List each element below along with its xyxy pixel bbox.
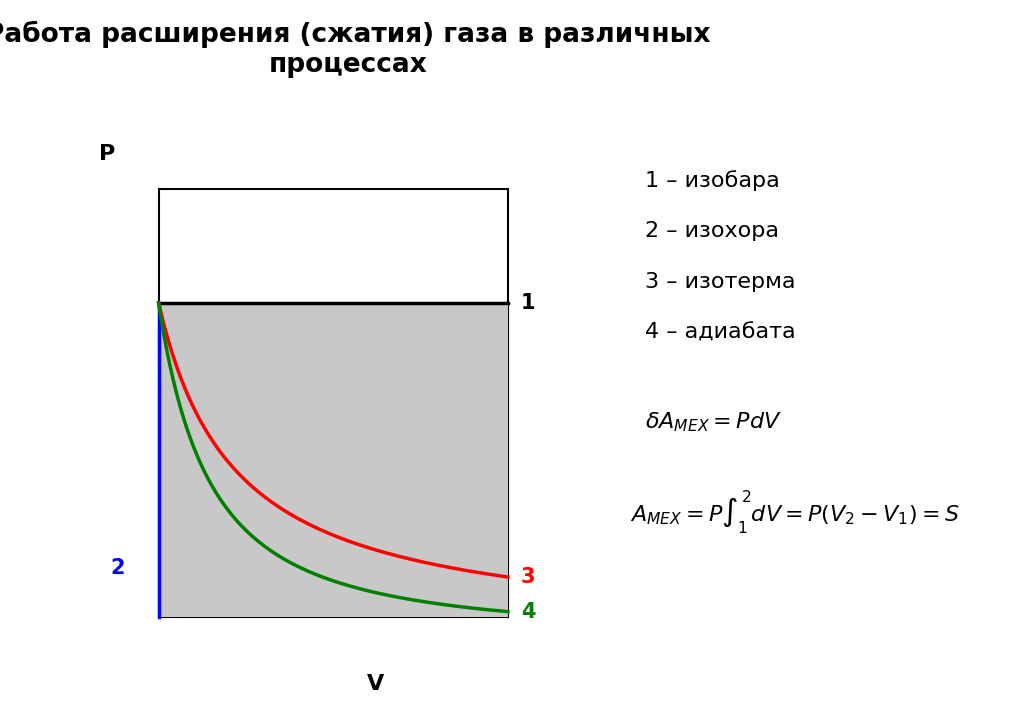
Text: 1: 1	[520, 293, 536, 313]
Text: 2 – изохора: 2 – изохора	[645, 221, 779, 241]
Bar	[159, 303, 508, 617]
Text: 4: 4	[520, 602, 536, 622]
Text: 2: 2	[110, 558, 125, 578]
Text: $A_{MEX} = P\int_1^2 dV = P(V_2 - V_1) = S$: $A_{MEX} = P\int_1^2 dV = P(V_2 - V_1) =…	[630, 489, 959, 537]
Text: 1 – изобара: 1 – изобара	[645, 170, 780, 190]
Text: $\delta A_{MEX} = PdV$: $\delta A_{MEX} = PdV$	[645, 411, 782, 434]
Text: 4 – адиабата: 4 – адиабата	[645, 323, 796, 343]
Text: V: V	[368, 674, 384, 694]
Text: Работа расширения (сжатия) газа в различных
процессах: Работа расширения (сжатия) газа в различ…	[0, 21, 711, 79]
Text: 3 – изотерма: 3 – изотерма	[645, 272, 796, 292]
Text: 3: 3	[520, 567, 536, 587]
Text: P: P	[99, 144, 116, 164]
Bar	[159, 188, 508, 617]
